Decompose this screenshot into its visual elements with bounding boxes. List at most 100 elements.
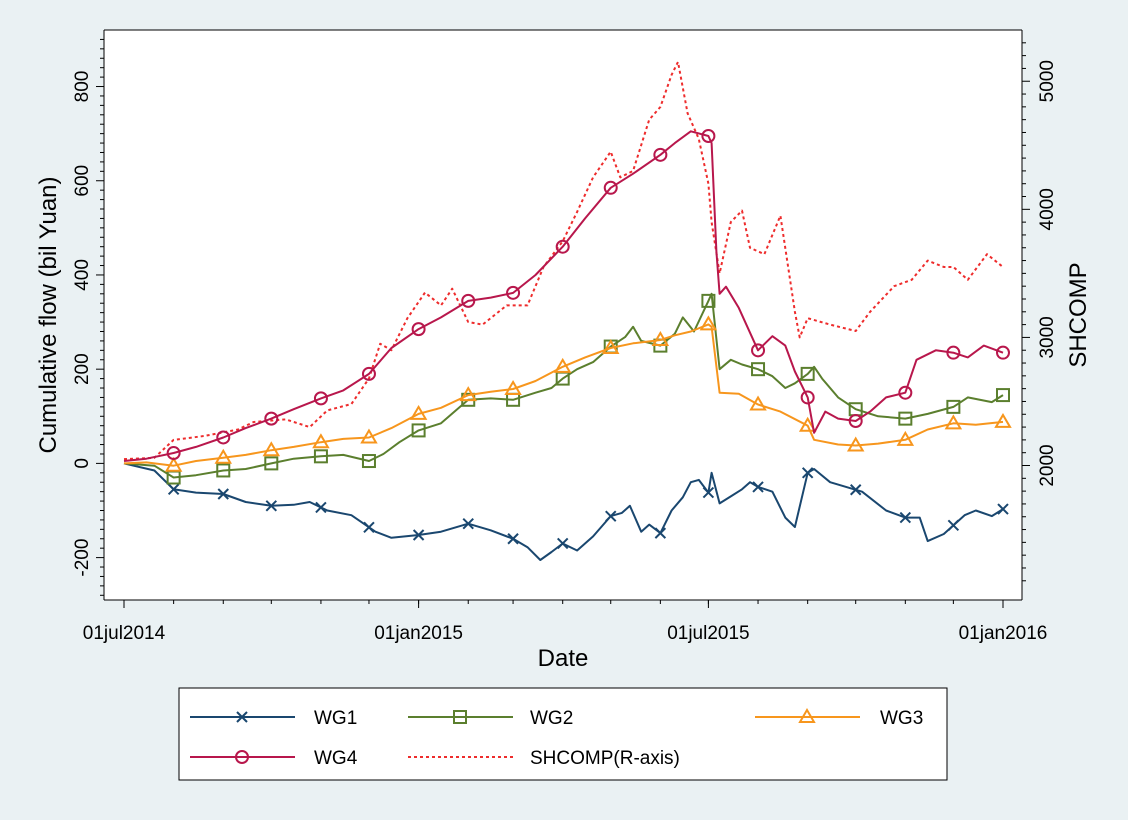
data-point-marker — [994, 412, 1012, 428]
legend-label: SHCOMP(R-axis) — [530, 748, 680, 769]
marker-stroke — [801, 467, 814, 479]
data-point-marker — [312, 433, 330, 449]
data-point-marker — [556, 537, 569, 550]
marker-stroke — [462, 517, 474, 530]
data-point-marker — [506, 285, 521, 300]
marker-stroke — [849, 484, 862, 496]
marker-stroke — [412, 529, 425, 541]
data-point-marker — [555, 239, 570, 254]
data-point-marker — [899, 511, 912, 524]
y-tick-label: 0 — [72, 458, 93, 469]
data-point-marker — [313, 449, 328, 464]
data-point-marker — [798, 416, 817, 432]
data-point-marker — [699, 315, 718, 331]
y2-tick-label: 2000 — [1037, 444, 1058, 486]
data-point-marker — [701, 128, 716, 143]
plot-area — [104, 30, 1022, 600]
data-point-marker — [265, 500, 278, 512]
data-point-marker — [848, 413, 863, 428]
legend-label: WG3 — [880, 708, 923, 729]
data-point-marker — [360, 428, 378, 444]
marker-stroke — [315, 501, 327, 514]
y2-tick-label: 3000 — [1037, 316, 1058, 358]
data-point-marker — [264, 411, 279, 426]
data-point-marker — [946, 345, 961, 360]
data-point-marker — [944, 414, 963, 430]
legend-items: WG1 WG2 WG3 WG4 SHCOMP(R-axis) — [190, 708, 923, 769]
data-point-marker — [411, 322, 426, 337]
series-line — [123, 61, 1004, 461]
data-point-marker — [751, 362, 766, 377]
marker-stroke — [605, 510, 617, 522]
legend: WG1 WG2 WG3 WG4 SHCOMP(R-axis) — [178, 687, 948, 781]
data-point-marker — [412, 529, 425, 541]
legend-item-wg2: WG2 — [408, 708, 573, 729]
data-point-marker — [216, 463, 231, 478]
axis-layer: 01jul2014 01jan2015 01jul2015 01jan2016 -200… — [72, 38, 1058, 644]
data-point-marker — [800, 366, 815, 381]
marker-stroke — [702, 486, 715, 499]
data-point-marker — [504, 379, 522, 395]
data-point-marker — [801, 467, 814, 479]
data-point-marker — [553, 357, 572, 373]
legend-item-wg4: WG4 — [190, 748, 358, 769]
data-point-marker — [361, 366, 376, 381]
y2-tick-label: 4000 — [1037, 188, 1058, 230]
data-point-marker — [164, 456, 183, 472]
data-point-marker — [651, 330, 670, 346]
data-point-marker — [947, 519, 960, 532]
marker-stroke — [217, 488, 229, 500]
data-point-marker — [216, 430, 231, 445]
y2-axis-title: SHCOMP — [1065, 262, 1092, 367]
data-point-marker — [409, 404, 428, 420]
series-shcomp-r-axis- — [123, 61, 1004, 461]
data-point-marker — [996, 345, 1010, 360]
series-wg4 — [123, 128, 1010, 462]
data-point-marker — [896, 430, 915, 446]
x-tick-label: 01jan2016 — [959, 623, 1048, 644]
legend-label: WG1 — [314, 708, 357, 729]
marker-stroke — [654, 527, 667, 539]
x-tick-label: 01jan2015 — [374, 623, 463, 644]
data-point-marker — [313, 391, 328, 406]
data-point-marker — [701, 293, 716, 308]
legend-item-wg1: WG1 — [190, 708, 357, 729]
data-point-marker — [752, 481, 764, 493]
y-axis-title: Cumulative flow (bil Yuan) — [35, 176, 62, 453]
x-axis-title: Date — [538, 645, 589, 672]
data-point-marker — [315, 501, 327, 514]
data-point-marker — [167, 483, 180, 496]
y-tick-label: -200 — [72, 539, 93, 577]
x-tick-label: 01jul2015 — [667, 623, 749, 644]
data-point-marker — [751, 343, 766, 358]
data-point-marker — [363, 521, 375, 534]
data-point-marker — [946, 399, 961, 414]
marker-stroke — [363, 521, 375, 534]
y-tick-label: 600 — [72, 165, 93, 197]
data-point-marker — [507, 533, 519, 545]
data-point-marker — [997, 503, 1009, 515]
legend-label: WG2 — [530, 708, 573, 729]
y-tick-label: 800 — [72, 71, 93, 103]
legend-box — [178, 687, 948, 781]
data-point-marker — [601, 338, 620, 354]
data-point-marker — [898, 385, 913, 400]
marker-stroke — [556, 537, 569, 550]
series-wg1 — [123, 462, 1009, 561]
data-point-marker — [800, 390, 815, 405]
marker-stroke — [167, 483, 180, 496]
x-tick-label: 01jul2014 — [83, 623, 166, 644]
data-point-marker — [654, 527, 667, 539]
series-line — [123, 130, 1004, 462]
data-point-marker — [217, 488, 229, 500]
series-line — [123, 323, 1004, 467]
data-point-marker — [653, 147, 668, 162]
legend-item-shcomp-r-axis-: SHCOMP(R-axis) — [408, 748, 680, 769]
data-point-marker — [846, 436, 865, 452]
data-point-marker — [459, 386, 477, 402]
marker-stroke — [899, 511, 912, 524]
marker-stroke — [947, 519, 960, 532]
legend-label: WG4 — [314, 748, 358, 769]
legend-marker — [798, 708, 816, 723]
